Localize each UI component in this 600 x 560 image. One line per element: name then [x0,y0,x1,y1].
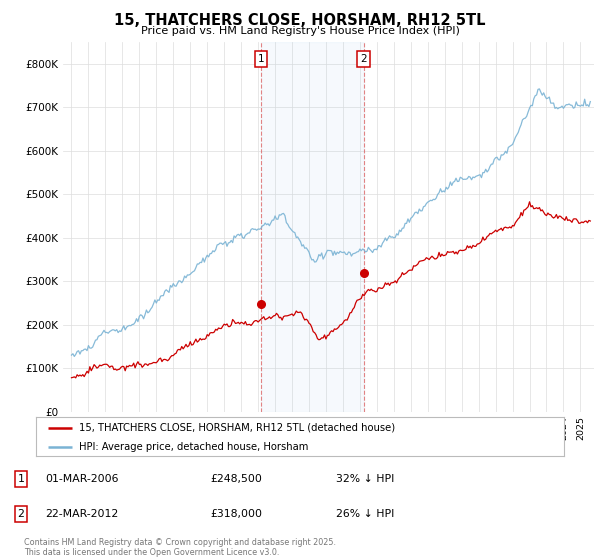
Text: £248,500: £248,500 [210,474,262,484]
Text: 01-MAR-2006: 01-MAR-2006 [45,474,119,484]
Text: 1: 1 [257,54,264,64]
Text: £318,000: £318,000 [210,509,262,519]
Bar [261,42,364,412]
Text: 32% ↓ HPI: 32% ↓ HPI [336,474,394,484]
Text: 22-MAR-2012: 22-MAR-2012 [45,509,118,519]
Text: Price paid vs. HM Land Registry's House Price Index (HPI): Price paid vs. HM Land Registry's House … [140,26,460,36]
Text: 26% ↓ HPI: 26% ↓ HPI [336,509,394,519]
Text: 15, THATCHERS CLOSE, HORSHAM, RH12 5TL: 15, THATCHERS CLOSE, HORSHAM, RH12 5TL [114,13,486,27]
Text: HPI: Average price, detached house, Horsham: HPI: Average price, detached house, Hors… [79,442,308,451]
Text: 2: 2 [17,509,25,519]
Text: 1: 1 [17,474,25,484]
Text: Contains HM Land Registry data © Crown copyright and database right 2025.
This d: Contains HM Land Registry data © Crown c… [24,538,336,557]
Text: 2: 2 [361,54,367,64]
Text: 15, THATCHERS CLOSE, HORSHAM, RH12 5TL (detached house): 15, THATCHERS CLOSE, HORSHAM, RH12 5TL (… [79,423,395,433]
